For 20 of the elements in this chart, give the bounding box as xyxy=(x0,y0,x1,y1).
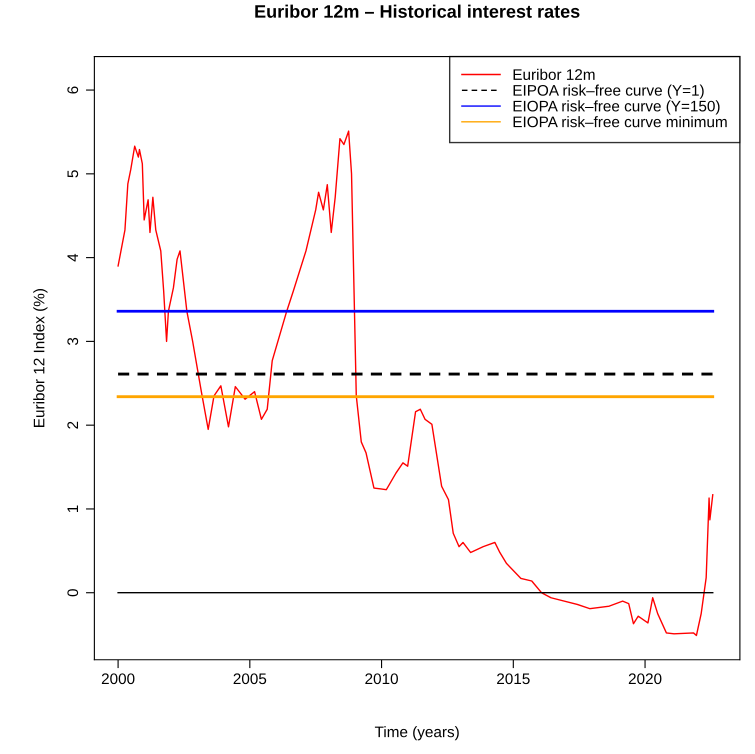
legend-label: Euribor 12m xyxy=(514,68,595,80)
legend-label: EIPOA risk–free curve (Y=1) xyxy=(514,84,704,99)
y-axis-title: Euribor 12 Index (%) xyxy=(33,289,48,427)
x-tick-label: 2020 xyxy=(628,673,662,684)
x-tick-label: 2000 xyxy=(102,673,134,684)
x-tick-label: 2015 xyxy=(497,673,530,684)
x-tick-label: 2005 xyxy=(234,673,266,684)
legend-label: EIOPA risk–free curve minimum xyxy=(514,116,727,128)
y-tick-label: 5 xyxy=(68,170,78,178)
y-tick-label: 2 xyxy=(67,422,78,429)
y-tick-label: 3 xyxy=(67,338,78,346)
legend-label: EIOPA risk–free curve (Y=150) xyxy=(514,100,720,115)
chart-title: Euribor 12m – Historical interest rates xyxy=(255,4,580,18)
y-tick-label: 4 xyxy=(68,254,78,262)
y-tick-label: 1 xyxy=(68,505,78,512)
y-tick-label: 0 xyxy=(67,589,78,596)
line-series xyxy=(117,130,714,636)
x-axis-title: Time (years) xyxy=(374,726,459,740)
x-tick-label: 2010 xyxy=(365,673,398,684)
y-tick-label: 6 xyxy=(67,86,78,94)
